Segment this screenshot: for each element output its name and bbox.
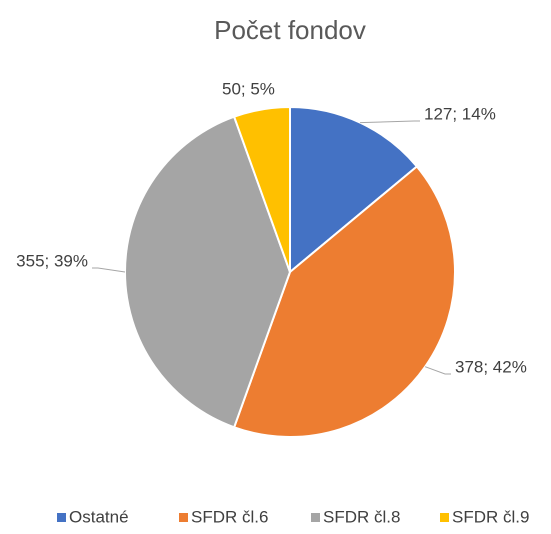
legend-label: Ostatné bbox=[69, 507, 129, 526]
legend-label: SFDR čl.6 bbox=[191, 507, 268, 526]
legend-label: SFDR čl.8 bbox=[323, 507, 400, 526]
legend-swatch bbox=[57, 513, 66, 522]
data-label: 50; 5% bbox=[222, 79, 275, 98]
chart-title: Počet fondov bbox=[214, 15, 366, 45]
legend-label: SFDR čl.9 bbox=[452, 507, 529, 526]
pie-slice bbox=[232, 165, 456, 438]
leader-line bbox=[360, 120, 420, 124]
data-label: 378; 42% bbox=[455, 357, 527, 376]
data-label: 127; 14% bbox=[424, 104, 496, 123]
leader-line bbox=[92, 267, 126, 273]
legend-swatch bbox=[311, 513, 320, 522]
data-label: 355; 39% bbox=[16, 251, 88, 270]
leader-line bbox=[424, 366, 451, 375]
pie-slice bbox=[232, 105, 291, 273]
legend-swatch bbox=[179, 513, 188, 522]
legend-swatch bbox=[440, 513, 449, 522]
